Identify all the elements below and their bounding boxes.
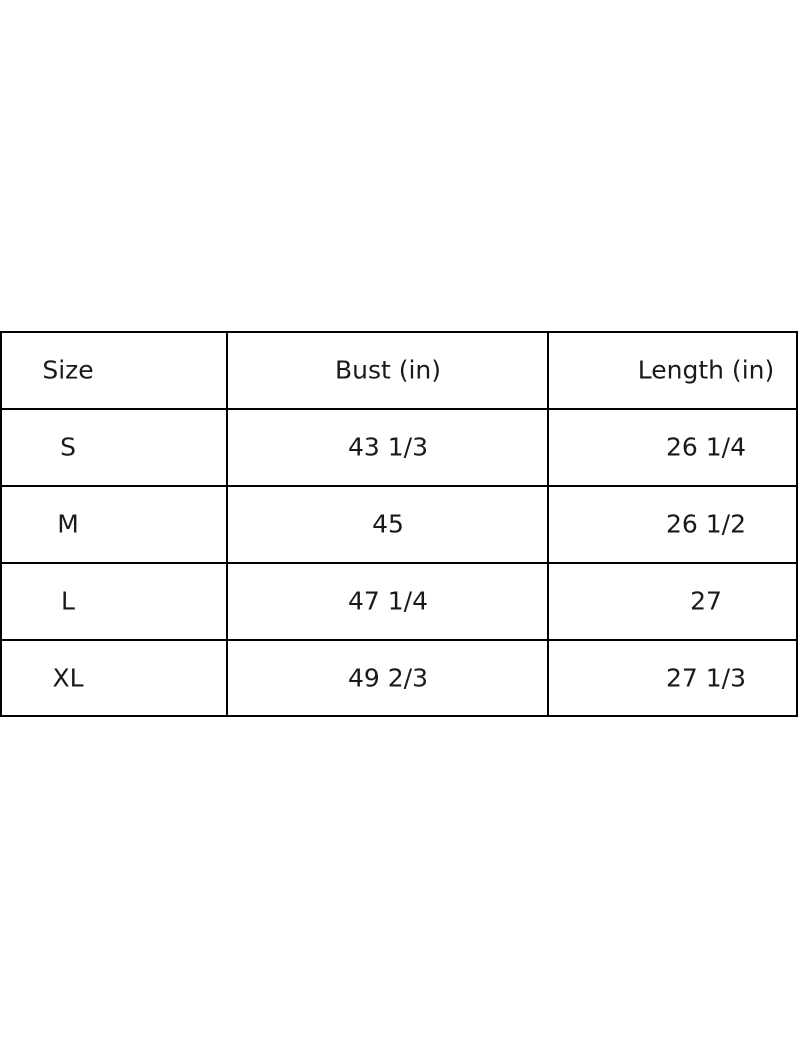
table-left-border-line xyxy=(0,331,2,717)
table-bottom-border-line xyxy=(0,715,798,717)
cell-bust-m: 45 xyxy=(372,509,404,538)
header-cell-bust: Bust (in) xyxy=(334,355,442,384)
cell-length-l: 27 xyxy=(690,586,722,615)
table-top-border-line xyxy=(0,331,798,333)
table-right-border-line xyxy=(796,331,798,717)
table-row-divider-line xyxy=(0,408,798,410)
cell-length-s: 26 1/4 xyxy=(666,432,746,461)
table-row: M 45 26 1/2 xyxy=(0,485,800,562)
cell-length-m: 26 1/2 xyxy=(666,509,746,538)
table-column-divider-line xyxy=(547,331,549,717)
table-row-divider-line xyxy=(0,639,798,641)
table-row: L 47 1/4 27 xyxy=(0,562,800,639)
table-row-divider-line xyxy=(0,562,798,564)
cell-bust-xl: 49 2/3 xyxy=(348,663,428,692)
header-cell-size: Size xyxy=(42,355,94,384)
cell-size-m: M xyxy=(57,509,79,538)
table-column-divider-line xyxy=(226,331,228,717)
cell-bust-l: 47 1/4 xyxy=(348,586,428,615)
cell-size-xl: XL xyxy=(52,663,84,692)
table-row-divider-line xyxy=(0,485,798,487)
cell-bust-s: 43 1/3 xyxy=(348,432,428,461)
header-cell-length: Length (in) xyxy=(637,355,775,384)
cell-size-l: L xyxy=(61,586,75,615)
cell-size-s: S xyxy=(60,432,76,461)
cell-length-xl: 27 1/3 xyxy=(666,663,746,692)
table-row: XL 49 2/3 27 1/3 xyxy=(0,639,800,716)
table-header-row: Size Bust (in) Length (in) xyxy=(0,331,800,408)
table-row: S 43 1/3 26 1/4 xyxy=(0,408,800,485)
